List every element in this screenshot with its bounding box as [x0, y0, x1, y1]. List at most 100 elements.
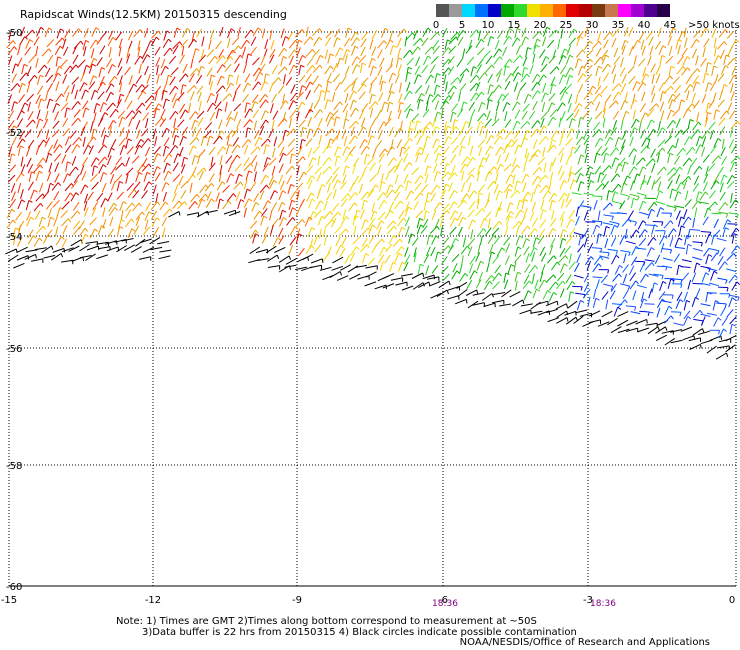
wind-barb-flag [309, 109, 314, 113]
wind-barb [146, 40, 152, 50]
wind-barb [89, 228, 96, 239]
wind-barb [425, 84, 430, 95]
wind-barb [675, 39, 679, 50]
wind-barb [545, 300, 558, 307]
wind-barb [495, 146, 502, 156]
wind-barb [33, 164, 41, 173]
wind-barb [632, 40, 639, 50]
wind-barb [648, 36, 654, 46]
wind-barb [162, 98, 167, 109]
wind-barb [319, 266, 332, 271]
wind-barb [478, 271, 483, 282]
wind-barb [345, 27, 349, 38]
wind-barb-flag [221, 75, 225, 79]
wind-barb [128, 117, 133, 127]
wind-barb [668, 45, 673, 56]
wind-barb-flag [237, 144, 241, 149]
wind-barb-flag [615, 100, 619, 105]
wind-barb-flag [724, 29, 729, 33]
wind-barb [603, 102, 607, 113]
wind-barb [219, 26, 224, 37]
wind-barb [381, 28, 386, 38]
wind-barb-flag [672, 27, 677, 31]
wind-barb [195, 28, 203, 38]
wind-barb-flag [381, 181, 386, 184]
wind-barb [584, 101, 592, 110]
wind-barb-flag [229, 74, 234, 77]
wind-barb [602, 202, 611, 211]
wind-barb [44, 67, 51, 78]
wind-barb [641, 137, 648, 147]
wind-barb [451, 165, 456, 175]
wind-barb-flag [437, 93, 441, 98]
wind-barb [179, 109, 186, 119]
wind-barb [521, 110, 528, 120]
wind-barb-flag [447, 125, 452, 129]
wind-barb [691, 129, 699, 138]
wind-barb [71, 101, 79, 110]
wind-barb-flag [493, 166, 498, 171]
wind-barb-flag [392, 72, 397, 76]
wind-barb [607, 317, 618, 326]
wind-barb [332, 62, 338, 73]
wind-barb [513, 81, 518, 92]
wind-barb [690, 39, 697, 49]
wind-barb [552, 49, 557, 60]
wind-barb-flag [417, 74, 422, 78]
wind-barb [609, 220, 620, 225]
wind-barb [295, 266, 308, 271]
wind-barb [539, 49, 546, 59]
wind-barb-flag [454, 210, 459, 214]
wind-barb-flag [472, 219, 476, 223]
wind-barb-flag [653, 201, 658, 206]
wind-barb [729, 162, 735, 172]
wind-barb [55, 236, 62, 246]
wind-barb [516, 90, 521, 101]
wind-barb-flag [437, 111, 442, 115]
wind-barb [10, 83, 18, 92]
wind-barb [71, 180, 78, 189]
wind-barb [682, 126, 690, 136]
legend-label-30: 30 [585, 20, 599, 31]
wind-barb [233, 181, 241, 190]
wind-barb [16, 246, 28, 253]
wind-barb-flag [383, 192, 387, 196]
wind-barb [668, 66, 672, 77]
wind-barb [351, 56, 358, 66]
wind-barb [6, 208, 13, 219]
wind-barb [133, 225, 140, 235]
wind-barb-flag [624, 39, 629, 43]
wind-barb [377, 66, 383, 77]
wind-barb-flag [34, 74, 38, 79]
wind-barb-flag [672, 144, 676, 149]
wind-barb-flag [466, 245, 471, 250]
wind-barb-flag [499, 135, 503, 140]
wind-barb [432, 45, 440, 55]
wind-barb [216, 55, 224, 64]
wind-barb-flag [96, 103, 101, 106]
wind-barb [423, 210, 427, 221]
wind-barb [687, 229, 691, 240]
wind-barb [191, 120, 196, 130]
wind-barb [676, 291, 683, 301]
wind-barb-flag [699, 344, 702, 349]
wind-barb [208, 39, 212, 50]
wind-barb-flag [571, 281, 576, 285]
wind-barb-flag [250, 163, 254, 168]
wind-barb [685, 190, 689, 201]
wind-barb [234, 163, 242, 172]
wind-barb [8, 120, 15, 129]
wind-barb [243, 144, 249, 155]
wind-barb [476, 121, 481, 132]
wind-barb [714, 46, 717, 57]
wind-barb [728, 274, 736, 284]
wind-barb [335, 245, 342, 255]
wind-barb-flag [500, 146, 504, 151]
wind-barb [575, 206, 579, 217]
wind-barb [160, 66, 166, 76]
wind-barb [477, 58, 484, 67]
wind-barb [52, 247, 65, 253]
wind-barb [16, 138, 23, 148]
wind-barb [349, 90, 355, 101]
wind-barb [289, 153, 293, 164]
